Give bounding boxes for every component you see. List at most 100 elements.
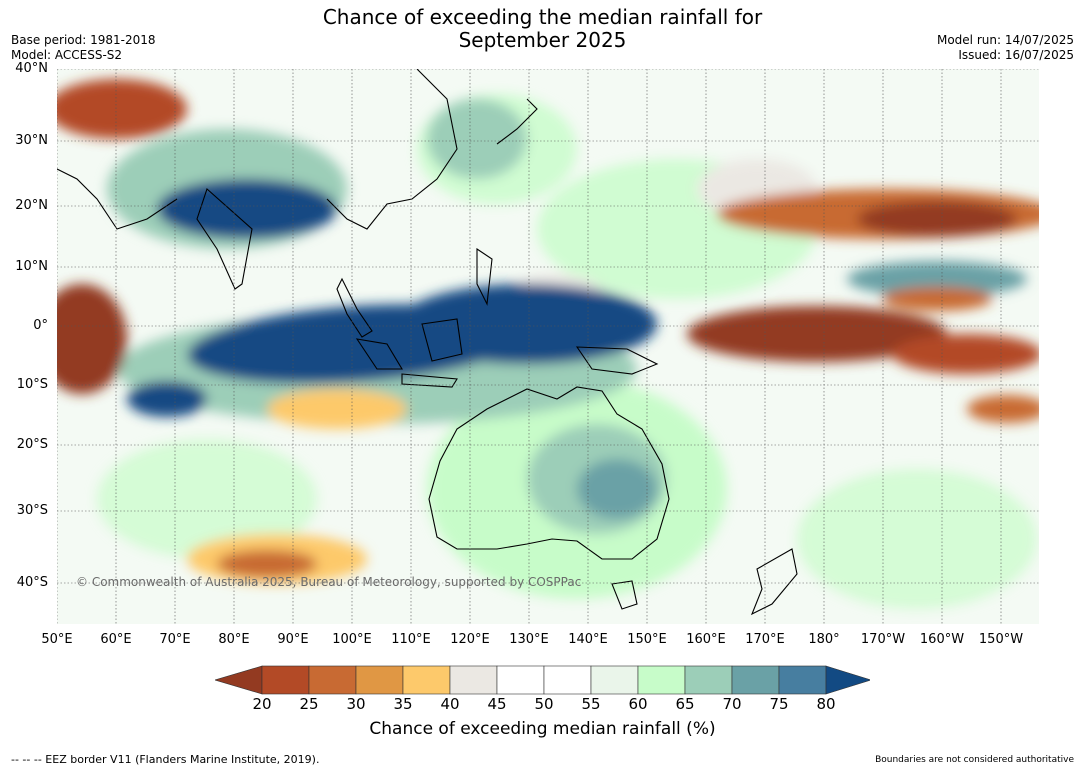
colorbar-tick-label: 40 xyxy=(440,695,460,713)
colorbar-swatch xyxy=(355,665,404,695)
colorbar-swatch xyxy=(402,665,451,695)
latitude-label: 20°N xyxy=(15,198,48,213)
colorbar-tick-label: 80 xyxy=(816,695,836,713)
colorbar-extend-high xyxy=(825,665,873,695)
colorbar-swatch xyxy=(778,665,827,695)
issued-date: Issued: 16/07/2025 xyxy=(958,48,1074,62)
borneo-coast xyxy=(421,318,463,362)
colorbar-swatch xyxy=(449,665,498,695)
colorbar-tick-label: 65 xyxy=(675,695,695,713)
longitude-label: 120°E xyxy=(450,632,490,647)
field-wet-australia xyxy=(577,459,657,519)
field-very-dry-equatorial xyxy=(687,306,947,362)
japan-coast xyxy=(496,98,538,145)
latitude-label: 30°S xyxy=(16,503,48,518)
field-light-green-indian xyxy=(97,439,317,559)
new-guinea-coast xyxy=(575,346,659,375)
longitude-label: 50°E xyxy=(41,632,73,647)
arabia-coast xyxy=(56,168,178,230)
longitude-label: 60°E xyxy=(100,632,132,647)
base-period: Base period: 1981-2018 xyxy=(11,33,156,47)
eez-border-note: -- -- -- EEZ border V11 (Flanders Marine… xyxy=(11,753,320,766)
field-orange-10n xyxy=(882,287,992,311)
field-wet-north-pacific xyxy=(847,261,1027,297)
field-dry-middle-east xyxy=(47,79,187,139)
field-very-dry-north-pacific xyxy=(857,201,1017,237)
anomaly-fields xyxy=(37,79,1057,609)
map-title-line1: Chance of exceeding the median rainfall … xyxy=(322,5,763,29)
philippines-coast xyxy=(476,247,493,306)
colorbar-title: Chance of exceeding median rainfall (%) xyxy=(369,719,716,739)
latitude-label: 10°N xyxy=(15,259,48,274)
java-coast xyxy=(401,373,458,388)
longitude-label: 100°E xyxy=(332,632,372,647)
field-orange-south-indian xyxy=(217,550,317,578)
colorbar-swatch xyxy=(543,665,592,695)
field-very-dry-africa xyxy=(37,284,127,394)
malay-peninsula-coast xyxy=(336,277,373,338)
model-name: Model: ACCESS-S2 xyxy=(11,48,123,62)
colorbar-tick-label: 20 xyxy=(252,695,272,713)
colorbar-swatch xyxy=(637,665,686,695)
longitude-label: 140°E xyxy=(568,632,608,647)
colorbar-tick-label: 60 xyxy=(628,695,648,713)
rainfall-map xyxy=(37,68,1057,624)
colorbar-tick-label: 30 xyxy=(346,695,366,713)
map-title-line2: September 2025 xyxy=(458,28,627,52)
colorbar-swatch xyxy=(590,665,639,695)
sumatra-coast xyxy=(355,338,403,370)
colorbar xyxy=(213,664,873,700)
field-light-green-south-pacific xyxy=(797,469,1037,609)
colorbar-tick-label: 70 xyxy=(722,695,742,713)
coastlines xyxy=(56,68,798,616)
colorbar-swatch xyxy=(684,665,733,695)
latitude-label: 0° xyxy=(33,318,48,333)
longitude-label: 170°E xyxy=(745,632,785,647)
copyright-notice: © Commonwealth of Australia 2025, Bureau… xyxy=(76,575,582,589)
colorbar-svg xyxy=(213,665,873,695)
longitude-label: 160°E xyxy=(686,632,726,647)
longitude-label: 150°W xyxy=(978,632,1024,647)
colorbar-tick-label: 35 xyxy=(393,695,413,713)
model-run: Model run: 14/07/2025 xyxy=(936,33,1074,47)
longitude-label: 130°E xyxy=(509,632,549,647)
meta-left: Base period: 1981-2018 Model: ACCESS-S2 xyxy=(11,33,156,63)
meta-right: Model run: 14/07/2025 Issued: 16/07/2025 xyxy=(937,33,1074,63)
tasmania-coast xyxy=(611,580,638,610)
latitude-label: 40°S xyxy=(16,575,48,590)
asia-coast xyxy=(326,68,458,230)
colorbar-swatch xyxy=(731,665,780,695)
longitude-label: 90°E xyxy=(277,632,309,647)
longitude-label: 110°E xyxy=(391,632,431,647)
field-yellow-indian xyxy=(267,389,407,429)
colorbar-tick-label: 75 xyxy=(769,695,789,713)
colorbar-tick-label: 25 xyxy=(299,695,319,713)
longitude-label: 160°W xyxy=(919,632,965,647)
field-very-wet-maritime xyxy=(397,284,657,364)
colorbar-tick-label: 50 xyxy=(534,695,554,713)
colorbar-swatch xyxy=(308,665,357,695)
colorbar-tick-label: 55 xyxy=(581,695,601,713)
longitude-label: 170°W xyxy=(860,632,906,647)
longitude-label: 180° xyxy=(808,632,840,647)
colorbar-swatch xyxy=(261,665,310,695)
colorbar-tick-label: 45 xyxy=(487,695,507,713)
field-very-wet-india xyxy=(157,179,337,239)
colorbar-swatch xyxy=(496,665,545,695)
graticule xyxy=(56,68,1039,624)
field-orange-se-pacific xyxy=(967,395,1047,423)
longitude-label: 150°E xyxy=(627,632,667,647)
boundaries-disclaimer: Boundaries are not considered authoritat… xyxy=(875,755,1074,765)
longitude-label: 70°E xyxy=(159,632,191,647)
longitude-label: 80°E xyxy=(218,632,250,647)
field-moist-china xyxy=(427,99,527,179)
latitude-label: 30°N xyxy=(15,133,48,148)
rainfall-map-svg xyxy=(37,68,1057,624)
field-very-wet-west xyxy=(127,381,207,417)
australia-coast xyxy=(428,386,670,560)
india-coast xyxy=(196,188,253,290)
field-dry-east-equatorial xyxy=(892,334,1042,374)
latitude-label: 40°N xyxy=(15,61,48,76)
latitude-label: 20°S xyxy=(16,437,48,452)
new-zealand-coast xyxy=(750,548,798,616)
